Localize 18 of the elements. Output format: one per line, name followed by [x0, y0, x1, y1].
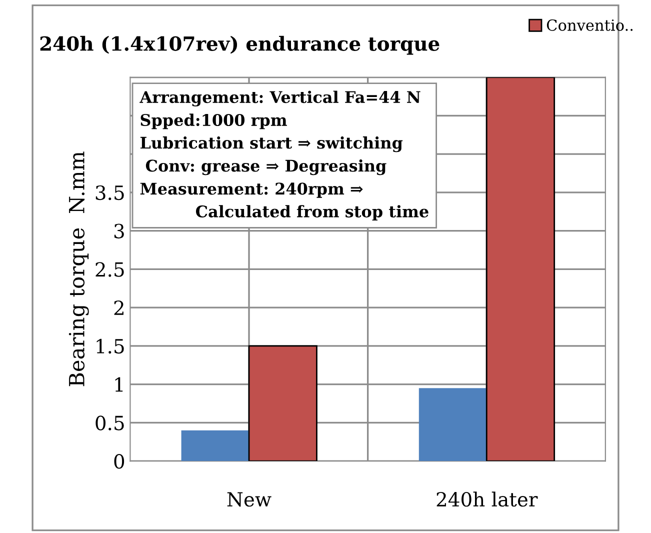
y-axis-title: Bearing torque N.mm — [68, 152, 89, 386]
y-tick-label: 1.5 — [96, 338, 124, 354]
bar — [486, 77, 556, 462]
y-tick-label: 0.5 — [96, 416, 124, 430]
x-tick-label: New — [227, 492, 272, 507]
annotation: Arrangement: Vertical Fa=44 N Spped:1000 rpm Lubrication start ⇒ switching Conv: grease ⇒ Degreasing Measurement: 240rpm ⇒ Calculated from stop time — [140, 90, 428, 221]
x-tick-label: 240h later — [436, 492, 538, 507]
y-tick-label: 3.5 — [96, 185, 124, 200]
y-tick-label: 2.5 — [96, 262, 124, 277]
chart-title: 240h (1.4x107rev) endurance torque — [40, 36, 440, 55]
y-tick-label: 2 — [114, 300, 124, 315]
y-tick-label: 1 — [115, 377, 123, 392]
bar — [181, 430, 250, 462]
y-tick-label: 3 — [114, 224, 124, 238]
bar — [418, 388, 487, 462]
legend-label: Conventio.. — [546, 19, 633, 31]
y-tick-label: 0 — [114, 454, 124, 469]
bar — [248, 345, 318, 462]
